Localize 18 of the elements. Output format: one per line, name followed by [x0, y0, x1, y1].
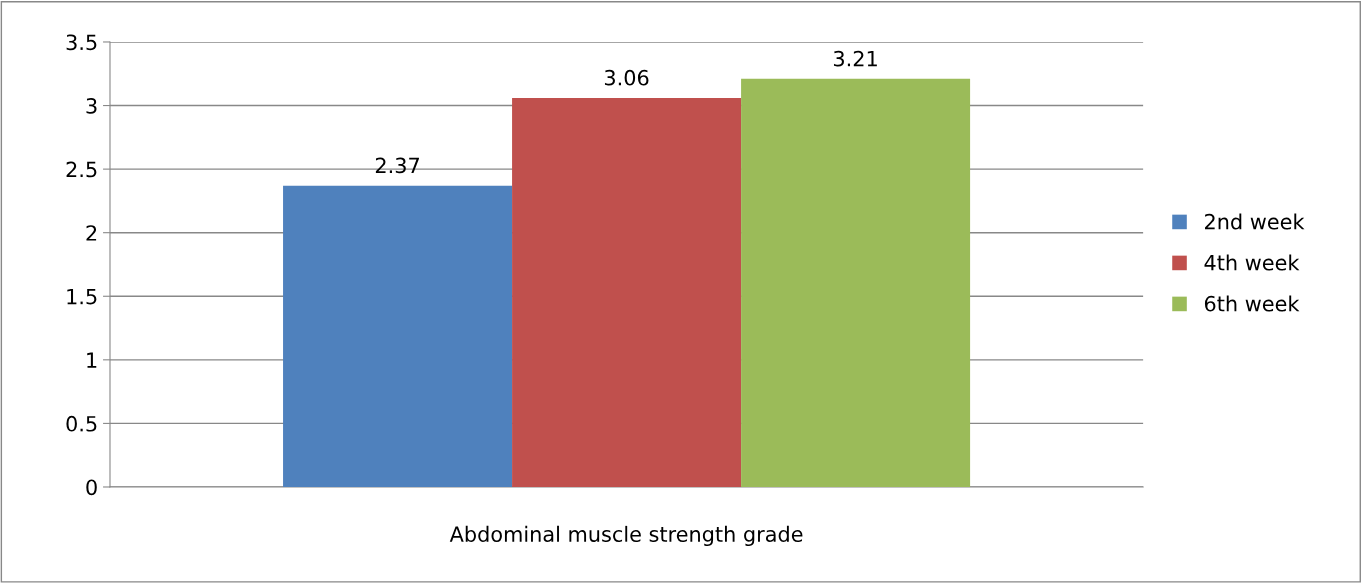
- y-tick-label: 0.5: [66, 415, 97, 432]
- y-tick-label: 3.5: [66, 34, 97, 51]
- y-tick-label: 1.5: [67, 288, 97, 305]
- data-label: 3.21: [833, 50, 877, 67]
- y-tick-label: 0: [86, 479, 97, 496]
- y-tick-label: 3: [86, 98, 97, 114]
- legend-label: 4th week: [1204, 254, 1300, 271]
- y-tick-label: 2.5: [66, 161, 97, 178]
- data-label: 3.06: [604, 69, 649, 86]
- legend-label: 2nd week: [1205, 213, 1305, 230]
- data-label: 2.37: [375, 157, 419, 174]
- bar: [741, 78, 971, 487]
- y-tick-label: 1: [87, 352, 97, 368]
- x-tick-label: Abdominal muscle strength grade: [449, 525, 803, 547]
- legend-label: 6th week: [1204, 295, 1300, 312]
- y-tick-label: 2: [86, 225, 97, 241]
- bar: [512, 97, 742, 487]
- bar: [283, 185, 513, 487]
